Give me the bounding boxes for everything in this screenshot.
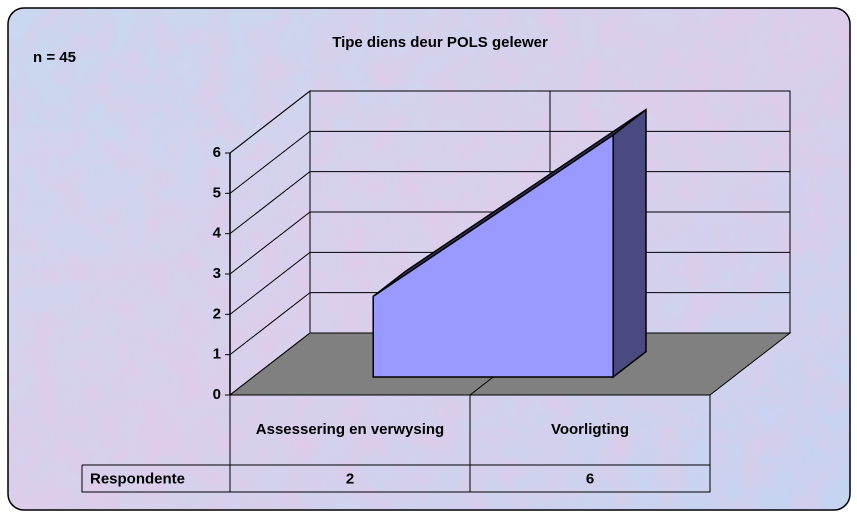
table-value: 6 [586,470,594,487]
area [372,133,614,378]
table-value: 2 [346,470,354,487]
x-tick-label: Voorligting [550,421,630,438]
chart-title: Tipe diens deur POLS gelewer [332,34,548,51]
y-tick-label: 2 [213,305,221,322]
y-tick-label: 6 [213,144,221,161]
y-tick-label: 5 [213,184,221,201]
table-line [81,465,230,493]
x-tick-label: Assessering en verwysing [255,421,445,438]
table-row-label: Respondente [90,470,185,487]
x-category: Voorligting [550,421,630,438]
y-tick-label: 3 [213,265,221,282]
grid-line [229,90,790,154]
y-tick-label: 0 [213,386,221,403]
chart-border [7,7,851,511]
annotation: n = 45 [33,49,76,66]
area-side [612,108,647,379]
y-tick-label: 1 [213,346,221,363]
y-tick-label: 4 [213,225,222,242]
x-category: Assessering en verwysing [255,421,445,438]
